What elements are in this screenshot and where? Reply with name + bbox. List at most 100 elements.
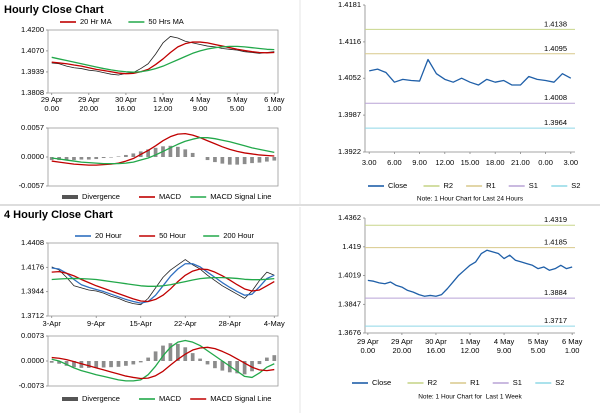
- legend-label: S1: [513, 378, 522, 387]
- text-line: 16.00: [117, 104, 136, 113]
- y-tick-label: 1.3808: [21, 88, 44, 97]
- series-line: [51, 137, 275, 165]
- legend-label: S2: [555, 378, 564, 387]
- divergence-bar: [235, 361, 240, 374]
- x-tick-label: 9.00: [412, 158, 427, 167]
- x-tick-label: 5 May 5.00: [528, 337, 549, 355]
- level-label: 1.4185: [544, 238, 567, 247]
- divergence-bar: [257, 361, 262, 365]
- x-tick-label: 29 Apr 0.00: [357, 337, 379, 355]
- divergence-bar: [250, 157, 254, 164]
- x-tick-label: 21.00: [511, 158, 530, 167]
- text-line: 29 Apr: [391, 337, 413, 346]
- chart-note: Note: 1 Hour Chart for Last 1 Week: [418, 394, 522, 401]
- divergence-bar: [49, 361, 54, 363]
- x-tick-label: 15.00: [461, 158, 480, 167]
- x-tick-label: 1 May 12.00: [460, 337, 481, 355]
- y-tick-label: 1.4070: [21, 46, 44, 55]
- text-line: 6 May: [562, 337, 583, 346]
- y-tick-label: 1.4019: [338, 270, 361, 279]
- text-line: 29 Apr: [78, 95, 100, 104]
- text-line: 20.00: [79, 104, 98, 113]
- text-line: 29 Apr: [357, 337, 379, 346]
- legend-swatch: [62, 397, 78, 401]
- divergence-bar: [175, 146, 180, 157]
- x-tick-label: 6.00: [387, 158, 402, 167]
- divergence-bar: [72, 157, 76, 161]
- divergence-bar: [235, 157, 240, 165]
- x-tick-label: 6 May 1.00: [562, 337, 583, 355]
- series-line: [51, 268, 275, 303]
- y-tick-label: -0.0057: [19, 181, 44, 190]
- x-tick-label: 30 Apr 16.00: [115, 95, 137, 113]
- divergence-bar: [86, 361, 91, 368]
- y-tick-label: 1.3676: [338, 328, 361, 337]
- plot-frame: [47, 242, 279, 317]
- divergence-bar: [124, 361, 128, 366]
- level-label: 1.4095: [544, 44, 567, 53]
- legend-label: R2: [428, 378, 438, 387]
- text-line: 5 May: [528, 337, 549, 346]
- text-line: 1 May: [460, 337, 481, 346]
- section-heading: Hourly Close Chart: [4, 4, 104, 16]
- divergence-bar: [205, 361, 210, 365]
- text-line: 6 May: [264, 95, 285, 104]
- legend-swatch: [62, 195, 78, 199]
- text-line: 0.00: [44, 104, 59, 113]
- price-line: [51, 259, 275, 306]
- text-line: 0.00: [361, 346, 376, 355]
- series-line: [51, 346, 275, 380]
- y-tick-label: 1.3712: [21, 311, 44, 320]
- series-line: [51, 132, 275, 166]
- y-tick-label: 1.4200: [21, 25, 44, 34]
- divergence-bar: [146, 357, 151, 361]
- divergence-bar: [265, 157, 269, 162]
- x-tick-label: 4 May 9.00: [190, 95, 211, 113]
- legend-label: 50 Hrs MA: [148, 17, 183, 26]
- series-line: [51, 276, 275, 287]
- series-line: [369, 58, 572, 86]
- text-line: 12.00: [154, 104, 173, 113]
- y-tick-label: 1.3987: [338, 110, 361, 119]
- legend-label: R1: [486, 181, 496, 190]
- x-tick-label: 28-Apr: [219, 319, 242, 328]
- x-tick-label: 29 Apr 0.00: [41, 95, 63, 113]
- text-line: 29 Apr: [41, 95, 63, 104]
- text-line: 5.00: [230, 104, 245, 113]
- legend-label: 50 Hour: [159, 231, 186, 240]
- series-line: [367, 249, 573, 297]
- legend-label: 20 Hour: [95, 231, 122, 240]
- text-line: 30 Apr: [425, 337, 447, 346]
- divergence-bar: [64, 157, 69, 161]
- legend-label: MACD Signal Line: [210, 192, 271, 201]
- text-line: 12.00: [461, 346, 480, 355]
- text-line: 16.00: [427, 346, 446, 355]
- x-tick-label: 4-May: [264, 319, 285, 328]
- divergence-bar: [109, 361, 113, 368]
- series-line: [51, 339, 275, 382]
- divergence-bar: [79, 361, 84, 368]
- legend-label: 200 Hour: [223, 231, 254, 240]
- text-line: 9.00: [497, 346, 512, 355]
- level-label: 1.4138: [544, 19, 567, 28]
- y-tick-label: 1.3939: [21, 67, 44, 76]
- y-tick-label: 0.0000: [21, 356, 44, 365]
- legend-label: R2: [444, 181, 454, 190]
- x-tick-label: 6 May 1.00: [264, 95, 285, 113]
- legend-label: MACD Signal Line: [210, 394, 271, 403]
- y-tick-label: 1.4052: [338, 73, 361, 82]
- text-line: 4 May: [190, 95, 211, 104]
- legend-label: Divergence: [82, 192, 120, 201]
- divergence-bar: [242, 361, 247, 375]
- x-tick-label: 22-Apr: [174, 319, 197, 328]
- x-tick-label: 3.00: [563, 158, 578, 167]
- series-line: [51, 45, 275, 73]
- legend-label: Close: [388, 181, 407, 190]
- y-tick-label: 1.4362: [338, 213, 361, 222]
- legend-label: Divergence: [82, 394, 120, 403]
- divergence-bar: [168, 145, 173, 157]
- y-tick-label: 0.0057: [21, 123, 44, 132]
- y-tick-label: 1.4181: [338, 0, 361, 9]
- y-tick-label: 1.3922: [338, 147, 361, 156]
